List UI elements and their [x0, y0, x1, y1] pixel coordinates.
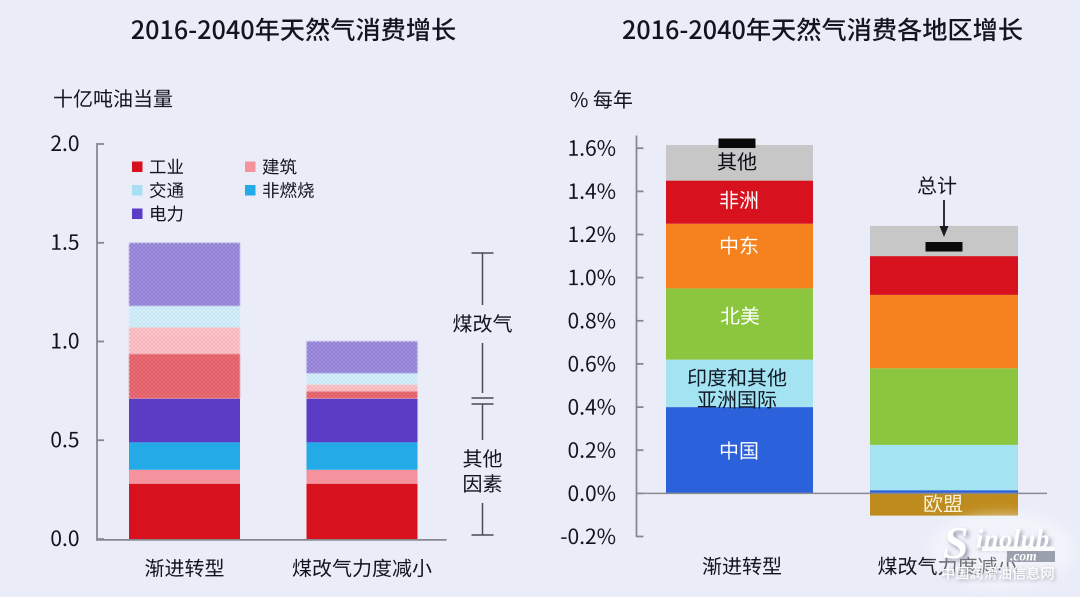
svg-text:.com: .com — [1010, 549, 1037, 564]
svg-text:S: S — [943, 517, 969, 568]
svg-text:S: S — [945, 519, 971, 570]
